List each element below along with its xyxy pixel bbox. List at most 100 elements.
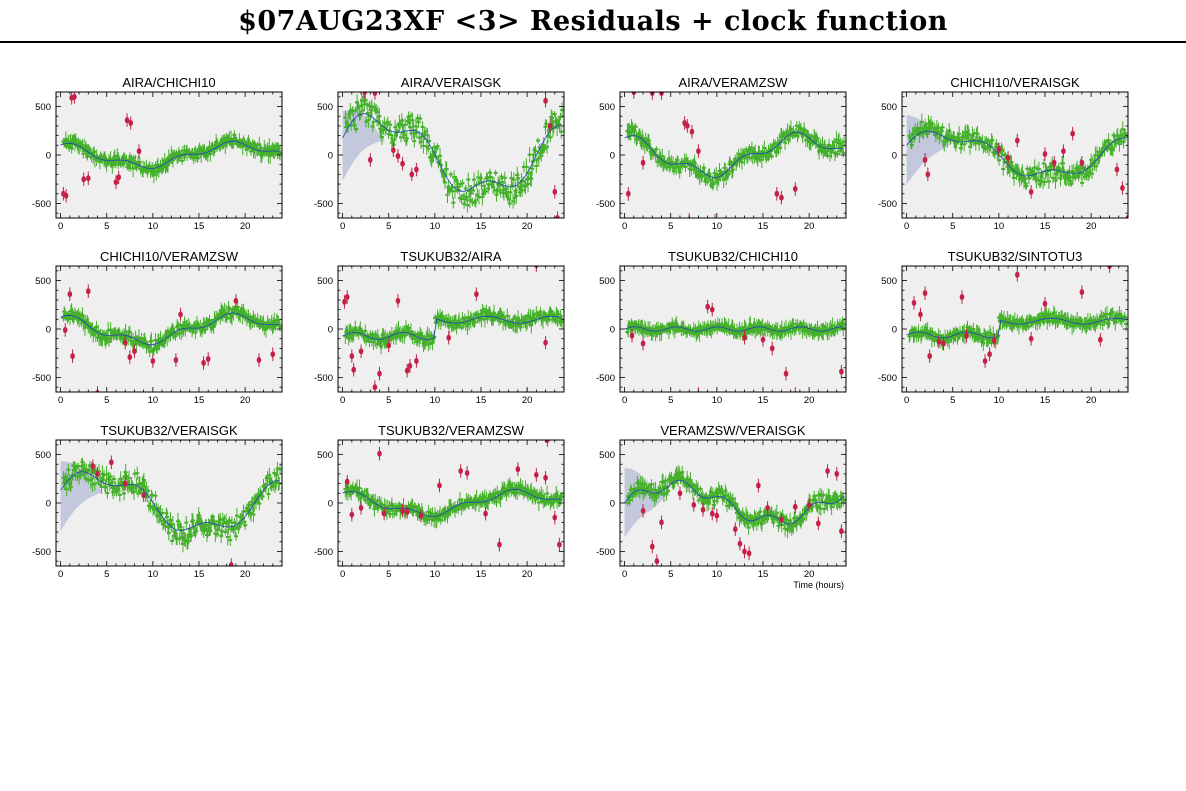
flagged-point (407, 362, 413, 369)
flagged-point (395, 152, 401, 159)
flagged-point (626, 190, 631, 197)
clock-uncertainty-band (342, 109, 385, 181)
flagged-point (1042, 151, 1048, 158)
panel-title: AIRA/VERAMZSW (678, 75, 788, 90)
flagged-point (742, 334, 747, 341)
flagged-point (1079, 159, 1085, 166)
x-tick-label: 0 (58, 221, 63, 232)
panel-title: AIRA/CHICHI10 (122, 75, 215, 90)
x-tick-label: 0 (340, 395, 345, 406)
x-tick-label: 10 (712, 395, 723, 406)
x-tick-label: 20 (240, 221, 251, 232)
data-layer (60, 92, 282, 203)
flagged-point (233, 297, 239, 304)
x-tick-label: 5 (668, 221, 673, 232)
clock-function-line (60, 312, 280, 346)
flagged-point (132, 348, 137, 355)
panel-title: AIRA/VERAISGK (401, 75, 502, 90)
flagged-point (925, 171, 931, 178)
flagged-point (67, 291, 73, 298)
panel-title: CHICHI10/VERAMZSW (100, 249, 239, 264)
x-tick-label: 10 (430, 221, 441, 232)
y-tick-label: -500 (32, 373, 51, 384)
flagged-point (173, 357, 179, 364)
flagged-point (1061, 148, 1066, 155)
x-tick-label: 0 (904, 221, 909, 232)
y-tick-label: 500 (599, 102, 615, 113)
page-title: $07AUG23XF <3> Residuals + clock functio… (238, 6, 948, 37)
panel-background (338, 266, 564, 392)
flagged-point (705, 303, 710, 310)
flagged-point (922, 156, 928, 163)
flagged-point (349, 353, 355, 360)
flagged-point (81, 176, 86, 183)
flagged-point (1125, 215, 1128, 218)
y-tick-label: 0 (46, 325, 51, 336)
panel-title: TSUKUB32/CHICHI10 (668, 249, 798, 264)
x-tick-label: 0 (58, 395, 63, 406)
y-tick-label: 500 (317, 276, 333, 287)
flagged-point (474, 291, 479, 298)
clock-function-line (60, 140, 280, 169)
x-tick-label: 15 (758, 395, 769, 406)
flagged-point (1120, 184, 1125, 191)
flagged-point (760, 336, 766, 343)
flagged-point (792, 185, 798, 192)
flagged-point (395, 297, 401, 304)
clock-function-line (624, 326, 844, 332)
flagged-point (72, 93, 77, 100)
y-tick-label: 0 (610, 151, 615, 162)
x-tick-label: 20 (522, 221, 533, 232)
flagged-point (150, 357, 156, 364)
flagged-point (256, 357, 262, 364)
flagged-point (270, 351, 276, 358)
x-tick-label: 15 (476, 395, 487, 406)
flagged-point (996, 146, 1002, 153)
flagged-point (85, 175, 91, 182)
x-tick-label: 10 (712, 221, 723, 232)
data-layer (624, 92, 846, 218)
flagged-point (1070, 130, 1075, 137)
flagged-point (178, 311, 183, 318)
panel-title: TSUKUB32/AIRA (400, 249, 501, 264)
flagged-point (640, 159, 646, 166)
x-tick-label: 10 (148, 395, 159, 406)
flagged-point (362, 92, 368, 95)
x-tick-label: 20 (240, 395, 251, 406)
y-tick-label: 500 (35, 102, 51, 113)
x-tick-label: 20 (804, 395, 815, 406)
x-tick-label: 20 (522, 395, 533, 406)
panel-aira-veraisgk: 0 5 10 15 20 -500 0 500 AIRA/VERAISGK (314, 75, 565, 232)
panel-aira-chichi10: 0 5 10 15 20 -500 0 500 AIRA/CHICHI10 (32, 75, 283, 232)
y-tick-label: 500 (35, 276, 51, 287)
y-tick-label: -500 (878, 199, 897, 210)
data-layer (624, 299, 846, 392)
flagged-point (1028, 188, 1034, 195)
flagged-point (543, 339, 548, 346)
flagged-point (116, 174, 122, 181)
flagged-point (62, 326, 68, 333)
flagged-point (127, 354, 133, 361)
x-tick-label: 5 (104, 221, 109, 232)
flagged-point (63, 192, 69, 199)
data-layer (906, 266, 1128, 368)
x-tick-label: 15 (1040, 221, 1051, 232)
flagged-point (1015, 137, 1020, 144)
y-tick-label: -500 (32, 199, 51, 210)
panel-tsukub32-chichi10: 0 5 10 15 20 -500 0 500 TSUKUB32/CHICHI10 (596, 249, 847, 406)
clock-function-line (624, 131, 844, 178)
flagged-point (386, 342, 392, 349)
flagged-point (85, 288, 91, 295)
y-tick-label: 0 (328, 325, 333, 336)
flagged-point (344, 294, 350, 301)
x-tick-label: 0 (622, 395, 627, 406)
flagged-point (1051, 159, 1057, 166)
flagged-point (689, 128, 695, 135)
flagged-point (555, 215, 560, 218)
flagged-point (70, 353, 75, 360)
x-tick-label: 10 (148, 221, 159, 232)
flagged-point (709, 306, 715, 313)
x-tick-label: 5 (668, 395, 673, 406)
flagged-point (552, 188, 558, 195)
